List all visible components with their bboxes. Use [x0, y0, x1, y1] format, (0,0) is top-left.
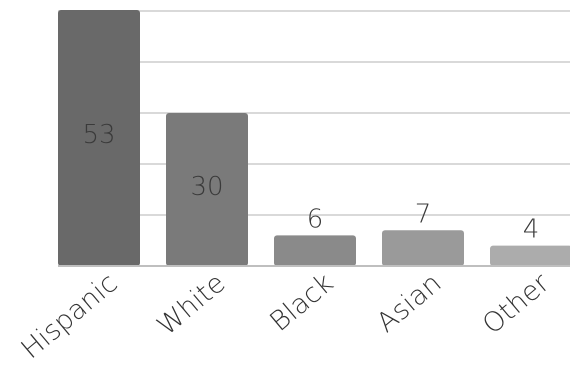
data-label-hispanic: 53 [82, 120, 115, 150]
gridlines [58, 10, 570, 216]
data-label-black: 6 [307, 204, 324, 234]
tick-label-asian: Asian [371, 268, 447, 339]
bars [58, 10, 570, 266]
data-label-other: 4 [523, 215, 540, 245]
tick-label-other: Other [477, 267, 556, 341]
tick-label-black: Black [264, 268, 339, 338]
bar-asian [382, 230, 464, 266]
data-labels: 53 30 6 7 4 [82, 120, 539, 245]
tick-label-white: White [151, 268, 231, 342]
data-label-white: 30 [190, 172, 223, 202]
bar-black [274, 235, 356, 266]
bar-hispanic [58, 10, 140, 266]
bar-other [490, 245, 570, 266]
x-axis-tick-labels: Hispanic White Black Asian Other [15, 267, 556, 365]
bar-white [166, 113, 248, 266]
data-label-asian: 7 [415, 199, 432, 229]
tick-label-hispanic: Hispanic [15, 268, 123, 366]
